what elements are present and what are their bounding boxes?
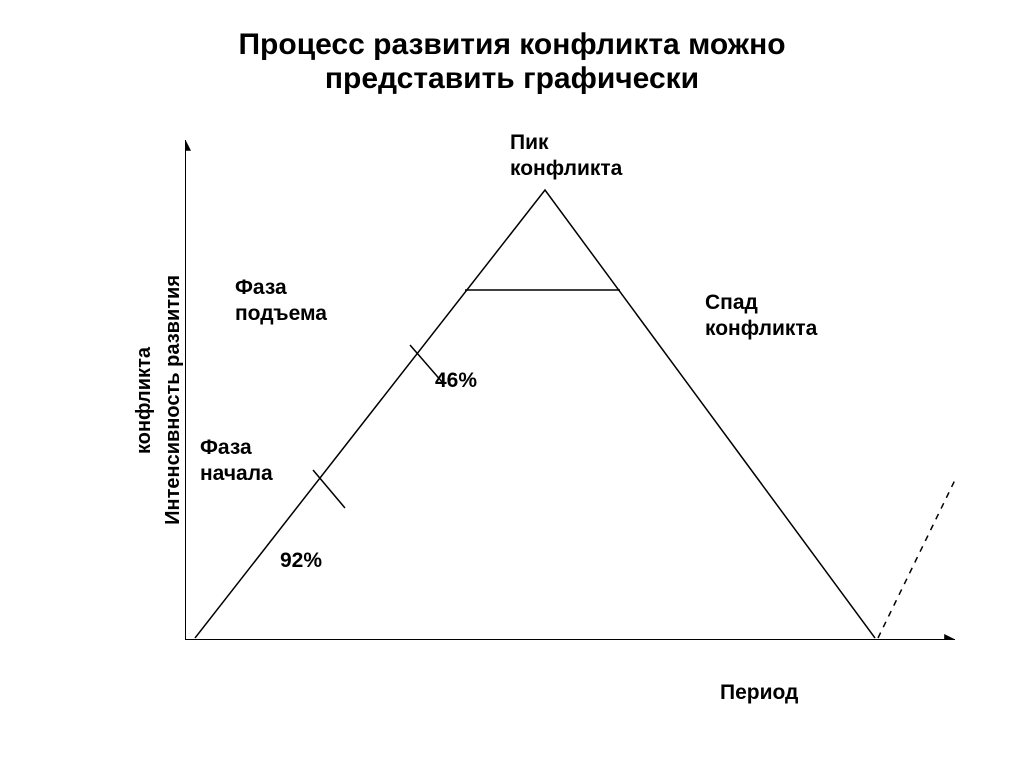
label-start-phase: Фаза начала <box>200 435 273 488</box>
label-rise-l1: Фаза <box>235 275 327 301</box>
diagram-title: Процесс развития конфликта можно предста… <box>0 28 1024 96</box>
label-92-percent: 92% <box>280 548 322 574</box>
label-decline-l2: конфликта <box>705 316 817 342</box>
x-axis-label: Период <box>720 680 798 706</box>
label-decline-l1: Спад <box>705 290 817 316</box>
y-axis-label: Интенсивность развитияконфликта <box>130 200 188 600</box>
label-peak: Пик конфликта <box>510 130 622 183</box>
title-line2: представить графически <box>0 62 1024 96</box>
label-peak-l1: Пик <box>510 130 622 156</box>
label-rise-phase: Фаза подъема <box>235 275 327 328</box>
label-46-percent: 46% <box>435 368 477 394</box>
title-line1: Процесс развития конфликта можно <box>0 28 1024 62</box>
label-start-l2: начала <box>200 461 273 487</box>
diagram-container: Процесс развития конфликта можно предста… <box>0 0 1024 767</box>
label-peak-l2: конфликта <box>510 156 622 182</box>
label-start-l1: Фаза <box>200 435 273 461</box>
label-rise-l2: подъема <box>235 301 327 327</box>
label-decline: Спад конфликта <box>705 290 817 343</box>
